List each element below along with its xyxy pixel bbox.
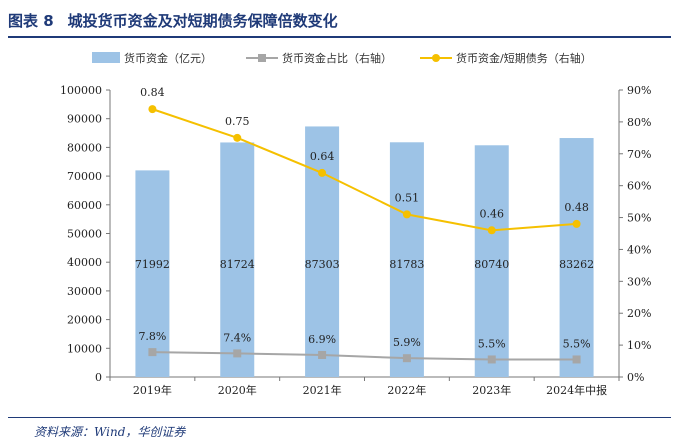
y-right-tick-label: 40% bbox=[627, 243, 651, 256]
y-right-tick-label: 80% bbox=[627, 116, 651, 129]
share-point bbox=[318, 350, 327, 359]
bar bbox=[559, 138, 594, 377]
share-data-label: 7.8% bbox=[138, 330, 166, 343]
share-line bbox=[152, 351, 577, 361]
bar-data-label: 81724 bbox=[220, 258, 255, 271]
legend-label-share: 货币资金占比（右轴） bbox=[282, 51, 392, 65]
legend-marker-share bbox=[258, 54, 266, 62]
share-data-label: 6.9% bbox=[308, 333, 336, 346]
y-right-tick-label: 20% bbox=[627, 307, 651, 320]
share-data-label: 5.5% bbox=[478, 337, 506, 350]
y-left-tick-label: 20000 bbox=[67, 314, 102, 327]
coverage-data-label: 0.75 bbox=[225, 115, 250, 128]
share-data-label: 5.5% bbox=[563, 337, 591, 350]
y-left-tick-label: 80000 bbox=[67, 141, 102, 154]
bar-data-label: 87303 bbox=[305, 258, 340, 271]
source-divider bbox=[8, 417, 671, 418]
coverage-line bbox=[152, 108, 577, 232]
y-right-tick-label: 90% bbox=[627, 84, 651, 97]
y-right-tick-label: 10% bbox=[627, 339, 651, 352]
figure-label: 图表 8 bbox=[8, 12, 54, 30]
x-tick-label: 2024年中报 bbox=[546, 383, 607, 397]
y-left-tick-label: 70000 bbox=[67, 170, 102, 183]
legend: 货币资金（亿元） 货币资金占比（右轴） 货币资金/短期债务（右轴） bbox=[92, 51, 592, 65]
legend-label-bar: 货币资金（亿元） bbox=[124, 51, 212, 65]
bar-data-label: 80740 bbox=[474, 258, 509, 271]
bar bbox=[135, 170, 170, 377]
coverage-point bbox=[402, 210, 411, 219]
legend-label-coverage: 货币资金/短期债务（右轴） bbox=[456, 51, 592, 65]
figure-title: 图表 8 城投货币资金及对短期债务保障倍数变化 bbox=[8, 10, 338, 31]
y-right-tick-label: 50% bbox=[627, 212, 651, 225]
share-point bbox=[148, 348, 157, 357]
x-tick-label: 2019年 bbox=[133, 383, 172, 397]
figure-header: 图表 8 城投货币资金及对短期债务保障倍数变化 bbox=[8, 6, 671, 38]
legend-marker-coverage bbox=[432, 54, 440, 62]
share-point bbox=[487, 355, 496, 364]
y-left-tick-label: 90000 bbox=[67, 113, 102, 126]
coverage-point bbox=[572, 219, 581, 228]
y-left-tick-label: 40000 bbox=[67, 256, 102, 269]
x-tick-label: 2020年 bbox=[218, 383, 257, 397]
y-right-tick-label: 70% bbox=[627, 148, 651, 161]
x-tick-label: 2023年 bbox=[472, 383, 511, 397]
coverage-data-label: 0.46 bbox=[480, 207, 505, 220]
coverage-data-label: 0.48 bbox=[564, 201, 589, 214]
y-right-tick-label: 0% bbox=[627, 371, 644, 384]
coverage-point bbox=[148, 105, 157, 114]
source-note: 资料来源：Wind，华创证券 bbox=[34, 425, 186, 439]
coverage-point bbox=[487, 226, 496, 235]
x-tick-label: 2022年 bbox=[387, 383, 426, 397]
share-point bbox=[233, 349, 242, 358]
share-data-label: 7.4% bbox=[223, 331, 251, 344]
x-tick-label: 2021年 bbox=[303, 383, 342, 397]
coverage-data-label: 0.84 bbox=[140, 86, 165, 99]
coverage-data-label: 0.51 bbox=[395, 191, 420, 204]
legend-swatch-bar bbox=[92, 52, 120, 63]
figure-title-text: 城投货币资金及对短期债务保障倍数变化 bbox=[67, 12, 338, 30]
coverage-point bbox=[233, 133, 242, 142]
bar bbox=[220, 142, 255, 377]
bar bbox=[389, 142, 424, 377]
share-point bbox=[572, 355, 581, 364]
y-left-tick-label: 10000 bbox=[67, 342, 102, 355]
coverage-data-label: 0.64 bbox=[310, 150, 335, 163]
coverage-point bbox=[318, 168, 327, 177]
share-data-label: 5.9% bbox=[393, 336, 421, 349]
title-divider bbox=[8, 36, 671, 38]
bar-data-label: 71992 bbox=[135, 258, 170, 271]
y-left-tick-label: 60000 bbox=[67, 199, 102, 212]
plot-area: 0 10000 20000 30000 40000 50000 60000 70000 8000… bbox=[60, 84, 651, 397]
y-left-tick-label: 100000 bbox=[60, 84, 102, 97]
y-left-tick-label: 30000 bbox=[67, 285, 102, 298]
share-point bbox=[402, 354, 411, 363]
y-left-tick-label: 50000 bbox=[67, 228, 102, 241]
y-right-tick-label: 60% bbox=[627, 180, 651, 193]
bar-data-label: 81783 bbox=[389, 258, 424, 271]
y-left-tick-label: 0 bbox=[95, 371, 102, 384]
bar-data-label: 83262 bbox=[559, 258, 594, 271]
bar bbox=[474, 145, 509, 377]
y-right-tick-label: 30% bbox=[627, 275, 651, 288]
